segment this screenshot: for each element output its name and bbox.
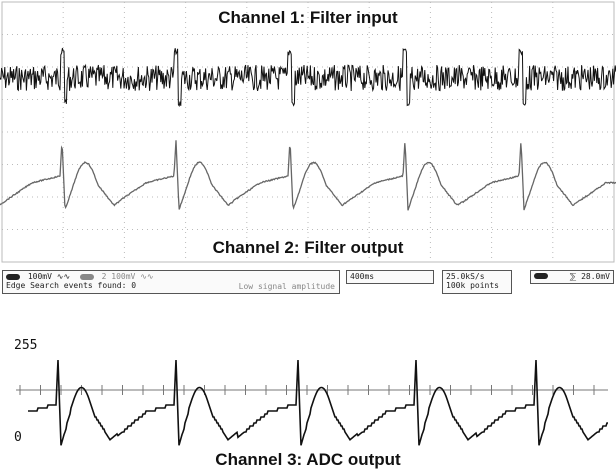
sample-rate: 25.0kS/s: [446, 272, 485, 281]
signal-warning: Low signal amplitude: [238, 282, 335, 291]
channel-2-trace: [0, 140, 616, 211]
channel-settings-box[interactable]: 100mV ∿∿ 2 100mV ∿∿ Edge Search events f…: [2, 270, 340, 294]
scope-status-bar: 100mV ∿∿ 2 100mV ∿∿ Edge Search events f…: [0, 270, 616, 296]
scope-grid: [1, 1, 615, 263]
channel-3-title: Channel 3: ADC output: [215, 450, 401, 469]
timebase-value: 400ms: [350, 272, 375, 281]
channel-2-scale: 100mV: [111, 272, 136, 281]
timebase-box[interactable]: 400ms: [346, 270, 434, 284]
channel-1-trace: [0, 48, 616, 108]
adc-midline-axis: [16, 385, 608, 395]
trigger-level: 28.0mV: [581, 272, 610, 281]
channel-2-title: Channel 2: Filter output: [212, 238, 404, 257]
trigger-source-icon: [534, 273, 548, 279]
y-tick-max: 255: [14, 338, 38, 353]
adc-output-plot: 255 0: [0, 330, 616, 450]
channel-1-coupling-icon: ∿∿: [56, 272, 71, 281]
channel-1-title: Channel 1: Filter input: [218, 8, 398, 27]
channel-1-scale: 100mV: [27, 272, 52, 281]
channel-3-trace: [28, 359, 608, 446]
channel-2-number: 2: [101, 272, 107, 281]
acquisition-box[interactable]: 25.0kS/s 100k points: [442, 270, 512, 294]
channel-2-indicator-icon: [79, 273, 94, 280]
channel-2-coupling-icon: ∿∿: [140, 272, 154, 281]
oscilloscope-display: Channel 1: Filter input Channel 2: Filte…: [0, 1, 616, 263]
trigger-box[interactable]: ⅀ 28.0mV: [530, 270, 614, 284]
adc-plot: [16, 359, 608, 446]
search-status: Edge Search events found: 0: [6, 281, 137, 290]
record-length: 100k points: [446, 281, 499, 290]
scope-plot: [0, 1, 616, 263]
channel-1-indicator-icon: [6, 273, 20, 280]
y-tick-min: 0: [14, 430, 22, 445]
trigger-slope-icon: ⅀: [569, 272, 577, 281]
